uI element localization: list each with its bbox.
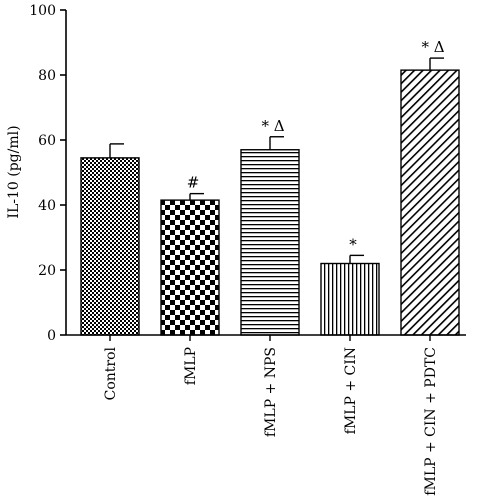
bar xyxy=(160,199,220,336)
y-tick-label: 100 xyxy=(29,3,56,19)
bar xyxy=(240,149,300,336)
bar xyxy=(320,262,380,336)
y-axis-title: IL-10 (pg/ml) xyxy=(6,125,22,218)
significance-label: * Δ xyxy=(261,117,284,135)
x-category-label: fMLP + CIN xyxy=(343,347,359,434)
bar xyxy=(400,69,460,336)
y-tick-label: 80 xyxy=(38,68,56,84)
x-category-label: fMLP xyxy=(183,347,199,385)
significance-label: # xyxy=(187,174,200,192)
bars-group: # * Δ * * Δ xyxy=(80,38,460,336)
x-category-label: fMLP + NPS xyxy=(263,347,279,437)
y-tick-label: 60 xyxy=(38,133,56,149)
y-tick-label: 20 xyxy=(38,263,56,279)
y-tick-label: 0 xyxy=(47,328,56,344)
bar xyxy=(80,157,140,336)
y-tick-label: 40 xyxy=(38,198,56,214)
x-axis: Control fMLP fMLP + NPS fMLP + CIN fMLP + CI… xyxy=(66,334,466,496)
x-category-label: Control xyxy=(103,346,119,400)
x-category-label: fMLP + CIN + PDTC xyxy=(423,347,439,496)
y-axis: 0 20 40 60 80 100 xyxy=(29,3,67,344)
significance-label: * Δ xyxy=(421,38,444,56)
significance-label: * xyxy=(349,235,357,253)
